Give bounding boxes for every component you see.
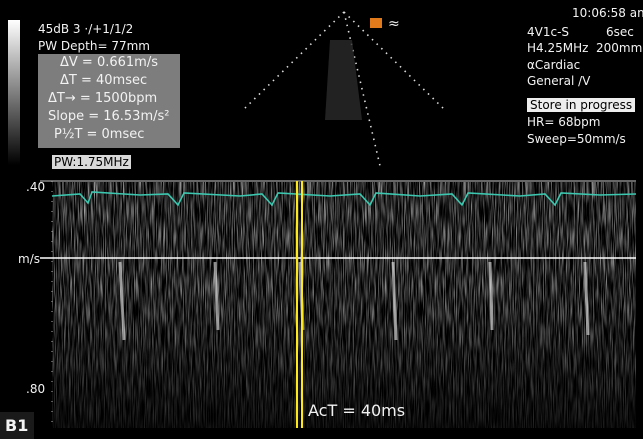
orientation-icon [370, 18, 382, 28]
probe: 4V1c-S [527, 25, 569, 39]
gray-scale-bar [8, 20, 20, 165]
preset: αCardiac [527, 58, 580, 72]
icon-symbol: ≈ [388, 16, 400, 32]
doppler-shade [52, 182, 636, 428]
measurement: ΔV = 0.661m/s [38, 54, 180, 72]
ultrasound-screen: ≈ 45dB 3 ·/+1/1/2 PW Depth= 77mm ΔV = 0.… [0, 0, 643, 439]
sector-image [325, 40, 362, 120]
sweep-time: 6sec [606, 25, 634, 39]
scale-unit: m/s [18, 252, 40, 266]
measurement: ΔT→ = 1500bpm [38, 90, 180, 108]
measurement-box: ΔV = 0.661m/s ΔT = 40msec ΔT→ = 1500bpm … [38, 54, 180, 148]
sweep: Sweep=50mm/s [527, 132, 626, 146]
time: 10:06:58 am [572, 6, 643, 20]
annotation: AcT = 40ms [308, 402, 405, 420]
measurement: ΔT = 40msec [38, 72, 180, 90]
heart-rate: HR= 68bpm [527, 115, 600, 129]
depth: 200mm [596, 41, 642, 55]
scale-top: .40 [26, 180, 45, 194]
panel-label: B1 [5, 417, 28, 435]
measurement: Slope = 16.53m/s² [38, 108, 180, 126]
scale-bottom: .80 [26, 382, 45, 396]
pw-frequency: PW:1.75MHz [52, 155, 131, 169]
status: Store in progress [527, 98, 635, 112]
settings: 45dB 3 ·/+1/1/2 [38, 22, 133, 36]
mode: General /V [527, 74, 590, 88]
measurement: P½T = 0msec [38, 126, 180, 144]
settings: PW Depth= 77mm [38, 39, 150, 53]
frequency: H4.25MHz [527, 41, 588, 55]
